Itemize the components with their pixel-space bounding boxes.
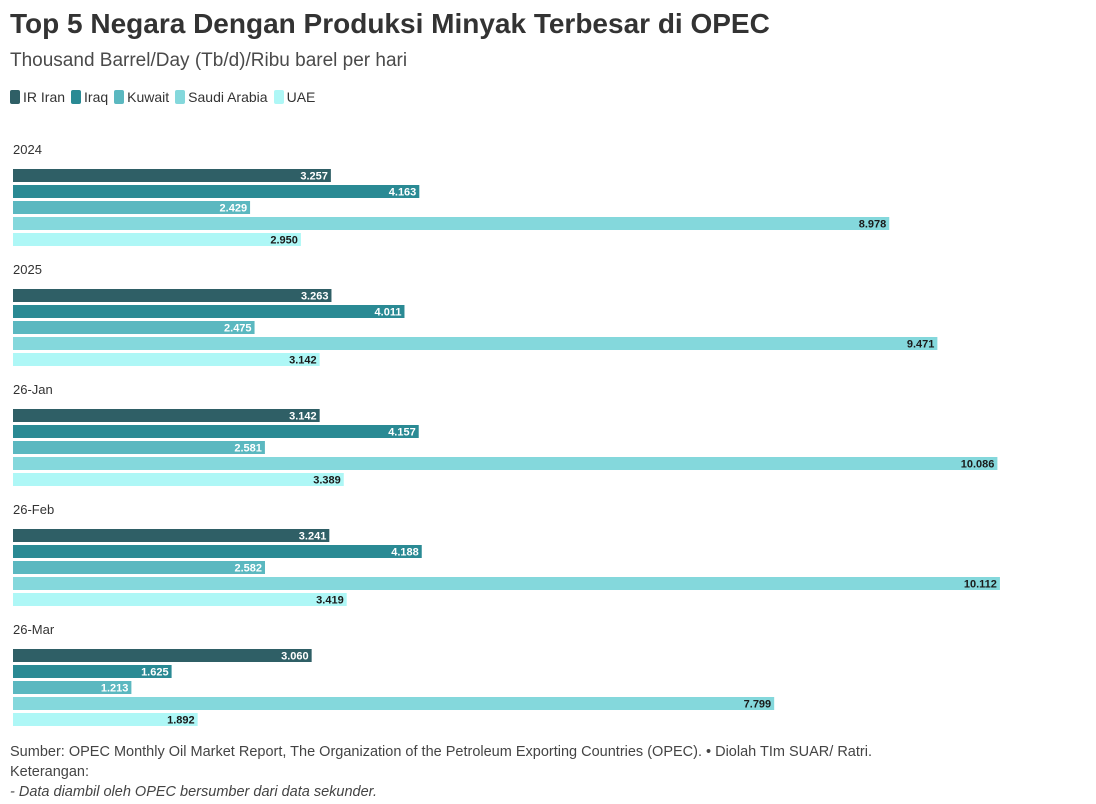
bar-ir-iran [13, 289, 332, 302]
note-text: - Data diambil oleh OPEC bersumber dari … [10, 784, 377, 800]
legend-item-saudi-arabia: Saudi Arabia [175, 89, 268, 105]
bar-kuwait [13, 681, 132, 694]
category-label: 26-Feb [13, 502, 54, 517]
data-label: 3.241 [299, 531, 327, 543]
legend-label: Iraq [84, 89, 109, 105]
legend-swatch [114, 90, 125, 104]
data-label: 10.086 [961, 459, 995, 471]
bar-saudi-arabia [13, 337, 938, 350]
bar-ir-iran [13, 409, 320, 422]
data-label: 1.213 [101, 683, 129, 695]
data-label: 2.581 [234, 443, 262, 455]
data-label: 3.263 [301, 291, 329, 303]
bar-iraq [13, 425, 419, 438]
legend-item-ir-iran: IR Iran [10, 89, 65, 105]
category-label: 26-Mar [13, 622, 55, 637]
data-label: 2.582 [234, 563, 262, 575]
bar-saudi-arabia [13, 217, 890, 230]
data-label: 9.471 [907, 339, 935, 351]
category-label: 2024 [13, 142, 42, 157]
legend-item-kuwait: Kuwait [114, 89, 169, 105]
data-label: 4.188 [391, 547, 419, 559]
data-label: 1.892 [167, 715, 195, 727]
bar-iraq [13, 545, 422, 558]
bar-saudi-arabia [13, 457, 998, 470]
legend-swatch [10, 90, 20, 104]
bar-iraq [13, 665, 172, 678]
data-label: 8.978 [859, 219, 887, 231]
bar-kuwait [13, 321, 255, 334]
legend-label: Saudi Arabia [188, 89, 268, 105]
data-label: 3.060 [281, 651, 309, 663]
bar-ir-iran [13, 169, 331, 182]
legend-item-uae: UAE [273, 89, 316, 105]
category-label: 2025 [13, 262, 42, 277]
bar-saudi-arabia [13, 577, 1000, 590]
data-label: 3.419 [316, 595, 344, 607]
data-label: 1.625 [141, 667, 169, 679]
source-text: Sumber: OPEC Monthly Oil Market Report, … [10, 744, 872, 760]
bar-kuwait [13, 201, 251, 214]
data-label: 3.142 [289, 355, 317, 367]
legend-swatch [71, 90, 82, 104]
data-label: 2.475 [224, 323, 252, 335]
data-label: 3.142 [289, 411, 317, 423]
category-label: 26-Jan [13, 382, 53, 397]
bar-kuwait [13, 441, 265, 454]
bar-uae [13, 473, 344, 486]
chart-subtitle: Thousand Barrel/Day (Tb/d)/Ribu barel pe… [10, 50, 408, 71]
data-label: 4.163 [389, 187, 417, 199]
footer: Sumber: OPEC Monthly Oil Market Report, … [10, 742, 872, 802]
chart-title: Top 5 Negara Dengan Produksi Minyak Terb… [10, 8, 770, 39]
data-label: 2.429 [220, 203, 248, 215]
data-label: 7.799 [744, 699, 772, 711]
data-label: 3.257 [300, 171, 328, 183]
data-label: 3.389 [313, 475, 341, 487]
bar-iraq [13, 305, 405, 318]
bar-uae [13, 593, 347, 606]
legend: IR Iran Iraq Kuwait Saudi Arabia UAE [10, 89, 315, 105]
bar-uae [13, 233, 301, 246]
bar-iraq [13, 185, 420, 198]
bar-ir-iran [13, 529, 330, 542]
data-label: 4.011 [375, 307, 402, 319]
legend-label: IR Iran [23, 89, 66, 105]
legend-swatch [175, 90, 186, 104]
bar-saudi-arabia [13, 697, 775, 710]
bar-uae [13, 353, 320, 366]
bar-chart: 2024 3.257 4.163 2.429 8.978 2.950 2025 3.263 4.… [13, 142, 1000, 727]
data-label: 4.157 [388, 427, 416, 439]
bar-kuwait [13, 561, 266, 574]
notes-label: Keterangan: [10, 764, 90, 780]
data-label: 10.112 [964, 579, 997, 591]
legend-swatch [273, 90, 284, 104]
legend-item-iraq: Iraq [71, 89, 108, 105]
data-label: 2.950 [270, 235, 298, 247]
legend-label: UAE [286, 89, 316, 105]
bar-ir-iran [13, 649, 312, 662]
legend-label: Kuwait [127, 89, 170, 105]
bar-uae [13, 713, 198, 726]
